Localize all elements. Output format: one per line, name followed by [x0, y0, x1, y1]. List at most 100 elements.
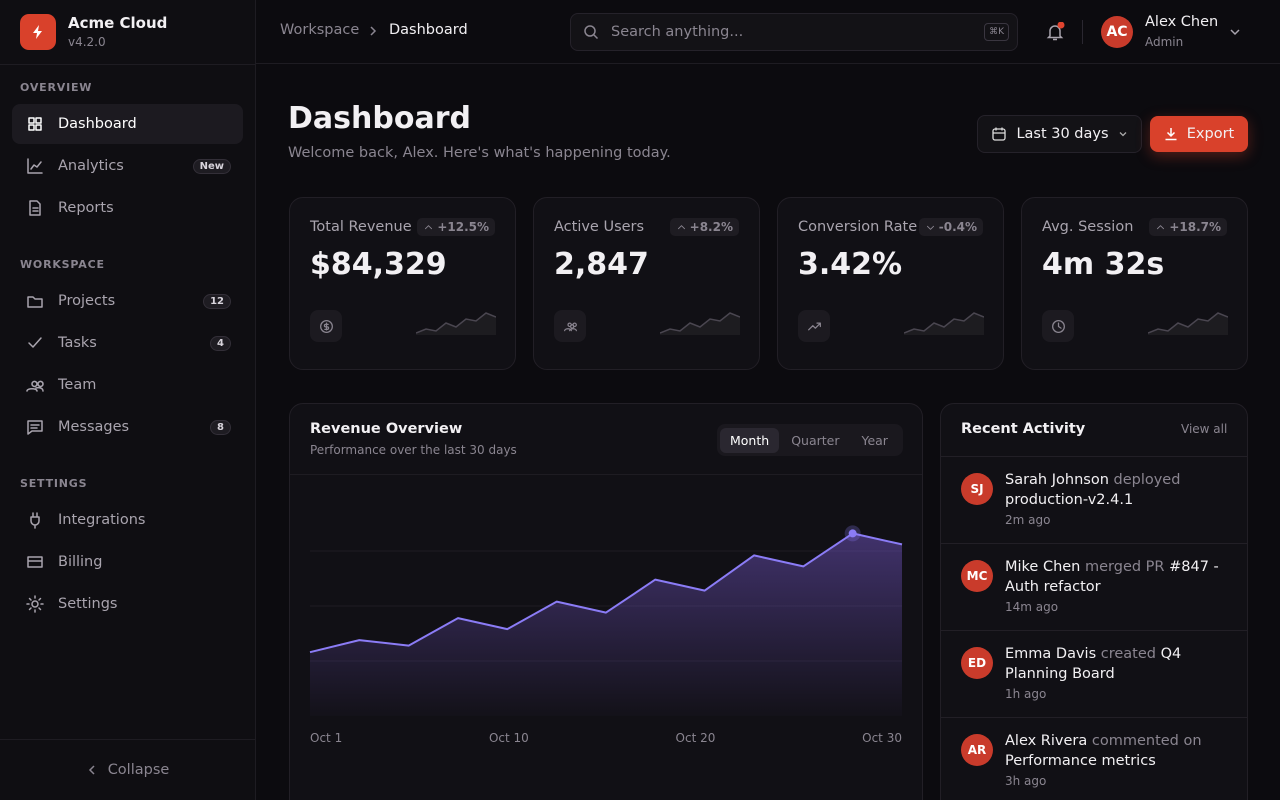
- stat-change-value: +12.5%: [437, 220, 489, 234]
- icon: [807, 322, 821, 330]
- view-all-link[interactable]: View all: [1181, 422, 1228, 436]
- activity-item: AR Alex Rivera commented on Performance m…: [941, 717, 1247, 800]
- icon-shape: [26, 595, 44, 613]
- nav-item[interactable]: Messages 8: [12, 407, 243, 447]
- period-tab[interactable]: Month: [720, 427, 780, 453]
- icon: [27, 556, 43, 568]
- nav-badge: 4: [210, 335, 231, 351]
- icon: [30, 512, 40, 529]
- stat-icon: [310, 310, 342, 342]
- stat-label: Avg. Session: [1042, 219, 1134, 235]
- sparkline: [1148, 312, 1228, 335]
- activity-text: Sarah Johnson deployed production-v2.4.1: [1005, 470, 1233, 510]
- notifications[interactable]: [1045, 22, 1065, 42]
- activity-card: Recent Activity View all SJ Sarah Johnson…: [940, 403, 1248, 800]
- page-subtitle: Welcome back, Alex. Here's what's happen…: [288, 145, 671, 161]
- user-menu-caret[interactable]: [1229, 26, 1241, 38]
- x-tick-label: Oct 10: [488, 731, 529, 745]
- activity-actor: Alex Rivera: [1005, 733, 1088, 749]
- user-avatar[interactable]: AC: [1101, 16, 1133, 48]
- activity-target: Performance metrics: [1005, 753, 1156, 769]
- sparkline: [904, 312, 984, 335]
- topbar: Workspace Dashboard Search anything... ⌘K…: [256, 0, 1280, 64]
- nav-item[interactable]: Settings: [12, 584, 243, 624]
- card-title: Recent Activity: [961, 421, 1086, 437]
- nav-label: Analytics: [58, 158, 124, 174]
- stat-value: 4m 32s: [1042, 247, 1165, 282]
- nav-item[interactable]: Dashboard: [12, 104, 243, 144]
- icon: [677, 224, 685, 229]
- icon-shape: [563, 322, 577, 331]
- nav-label: Messages: [58, 419, 130, 435]
- activity-target: production-v2.4.1: [1005, 492, 1134, 508]
- breadcrumb-link[interactable]: Workspace: [280, 22, 360, 38]
- stat-change-value: -0.4%: [938, 220, 977, 234]
- icon-shape: [30, 512, 40, 529]
- activity-time: 2m ago: [1005, 513, 1051, 527]
- date-range-button[interactable]: Last 30 days: [977, 115, 1142, 153]
- sparkline-line: [1148, 312, 1228, 334]
- period-tab[interactable]: Year: [861, 432, 888, 448]
- revenue-area: [310, 533, 902, 716]
- activity-actor: Mike Chen: [1005, 559, 1081, 575]
- nav-item[interactable]: Analytics New: [12, 146, 243, 186]
- nav-item[interactable]: Integrations: [12, 500, 243, 540]
- sparkline-line: [904, 312, 984, 334]
- nav-item[interactable]: Billing: [12, 542, 243, 582]
- divider: [290, 474, 922, 475]
- export-button[interactable]: Export: [1150, 116, 1248, 152]
- nav-section-title: SETTINGS: [20, 477, 88, 490]
- x-tick-label: Oct 30: [862, 731, 902, 745]
- nav-item[interactable]: Reports: [12, 188, 243, 228]
- revenue-chart: [309, 525, 903, 716]
- sparkline-area: [416, 313, 496, 335]
- activity-avatar: MC: [961, 560, 993, 592]
- stat-card: Active Users +8.2% 2,847: [533, 197, 760, 370]
- date-range-label: Last 30 days: [1016, 126, 1109, 142]
- icon-shape: [28, 117, 42, 131]
- activity-text: Alex Rivera commented on Performance met…: [1005, 731, 1233, 771]
- nav-badge: 8: [210, 419, 231, 435]
- nav-item[interactable]: Team: [12, 365, 243, 405]
- nav-section-title: OVERVIEW: [20, 81, 93, 94]
- icon: [27, 296, 43, 308]
- x-tick-label: Oct 20: [675, 731, 716, 745]
- sparkline-area: [904, 313, 984, 335]
- activity-avatar: SJ: [961, 473, 993, 505]
- stat-value: $84,329: [310, 247, 447, 282]
- nav-badge: 12: [203, 293, 231, 309]
- activity-item: MC Mike Chen merged PR #847 - Auth refact…: [941, 543, 1247, 630]
- sparkline-area: [660, 313, 740, 335]
- nav-badge: New: [192, 158, 231, 174]
- activity-action: deployed: [1113, 472, 1181, 488]
- activity-action: created: [1100, 646, 1156, 662]
- user-role: Admin: [1145, 35, 1184, 49]
- period-tab[interactable]: Quarter: [791, 432, 840, 448]
- icon-shape: [26, 380, 44, 392]
- icon: [27, 158, 43, 174]
- stat-icon: [1042, 310, 1074, 342]
- card-subtitle: Performance over the last 30 days: [310, 443, 517, 457]
- stat-change: +8.2%: [669, 218, 739, 236]
- highlight-point[interactable]: [848, 529, 857, 538]
- divider: [1082, 20, 1083, 44]
- search-box[interactable]: Search anything... ⌘K: [570, 13, 1018, 51]
- divider: [0, 64, 255, 65]
- icon-shape: [27, 296, 43, 308]
- logo: [20, 14, 56, 50]
- activity-target: Q4 Planning Board: [1005, 646, 1182, 682]
- nav-item[interactable]: Projects 12: [12, 281, 243, 321]
- revenue-card: Revenue Overview Performance over the la…: [289, 403, 923, 800]
- nav-item[interactable]: Tasks 4: [12, 323, 243, 363]
- collapse-button[interactable]: Collapse: [0, 739, 255, 800]
- stat-icon: [798, 310, 830, 342]
- stat-card: Conversion Rate -0.4% 3.42%: [777, 197, 1004, 370]
- activity-item: ED Emma Davis created Q4 Planning Board 1h…: [941, 630, 1247, 717]
- sparkline-line: [416, 312, 496, 334]
- icon: [319, 319, 333, 333]
- stat-change: -0.4%: [918, 218, 983, 236]
- nav-label: Tasks: [58, 335, 97, 351]
- breadcrumb-current: Dashboard: [389, 22, 468, 38]
- activity-actor: Sarah Johnson: [1005, 472, 1109, 488]
- icon-shape: [1051, 319, 1065, 333]
